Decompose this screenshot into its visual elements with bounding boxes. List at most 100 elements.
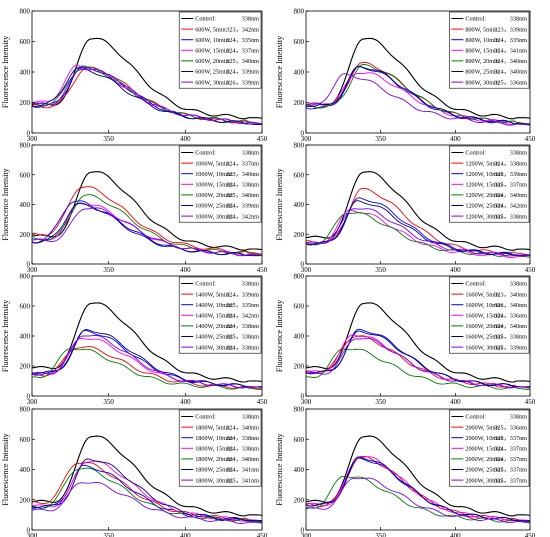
legend-entry-peaks: 324，336nm — [494, 313, 527, 320]
legend-entry-name: 2000W, 30min: — [465, 477, 504, 484]
legend-entry-peaks: 325，337nm — [494, 467, 527, 474]
x-tick-label: 400 — [450, 266, 461, 274]
legend-entry-name: 1400W, 20min: — [195, 323, 234, 330]
y-tick-label: 200 — [294, 99, 305, 107]
legend-entry-name: 1800W, 25min: — [195, 467, 234, 474]
legend-entry-peaks: 324，340nm — [226, 456, 259, 463]
legend-entry-name: Control: — [195, 414, 216, 421]
series-line-h-3 — [305, 456, 531, 522]
legend-entry-peaks: 324，337nm — [226, 160, 259, 167]
legend-entry-peaks: 324，340nm — [226, 424, 259, 431]
legend-entry-peaks: 325，337nm — [494, 435, 527, 442]
legend-entry-name: 1400W, 10min: — [195, 302, 234, 309]
legend-entry-name: Control: — [465, 16, 486, 23]
legend-entry-name: 600W, 30min: — [195, 79, 230, 86]
series-line-b-3 — [305, 72, 531, 125]
x-tick-label: 450 — [257, 398, 268, 406]
legend-entry-name: 600W, 5min: — [195, 26, 227, 33]
legend: Control: 338nm 1600W, 5min:323，340nm 1600W,… — [449, 276, 530, 354]
x-tick-label: 300 — [27, 398, 38, 406]
legend-entry-name: Control: — [465, 414, 486, 421]
legend-entry-peaks: 338nm — [510, 16, 527, 23]
y-tick-label: 0 — [27, 261, 31, 269]
legend-entry-peaks: 324，340nm — [494, 192, 527, 199]
legend-entry-peaks: 324，338nm — [226, 323, 259, 330]
y-axis-title: Fluorescence Intensity — [275, 168, 284, 240]
y-axis-title: Fluorescence Intensity — [1, 168, 10, 240]
legend-entry-name: 1200W, 15min: — [465, 182, 504, 189]
legend-entry-name: 1800W, 15min: — [195, 446, 234, 453]
panel-d: 300 350 400 450 0 200 400 600 800 Fluorescence In… — [275, 142, 536, 275]
x-tick-label: 350 — [103, 532, 114, 537]
legend-entry-name: 1800W, 10min: — [195, 435, 234, 442]
x-tick-label: 400 — [180, 532, 191, 537]
series-line-f-6 — [305, 337, 531, 389]
y-tick-label: 200 — [20, 99, 31, 107]
legend-entry-name: Control: — [195, 150, 216, 157]
legend: Control: 338nm 600W, 5min: 323，342nm 600W, 1… — [178, 11, 262, 89]
y-tick-label: 0 — [301, 130, 305, 138]
legend-entry-peaks: 326，340nm — [494, 302, 527, 309]
x-tick-label: 450 — [257, 266, 268, 274]
x-tick-label: 400 — [450, 135, 461, 143]
legend-entry-peaks: 325，338nm — [494, 213, 527, 220]
y-tick-label: 200 — [294, 496, 305, 504]
legend-entry-peaks: 324，339nm — [226, 203, 259, 210]
series-line-e-2 — [31, 329, 262, 388]
y-tick-label: 800 — [294, 406, 305, 414]
legend-entry-name: 800W, 5min: — [465, 26, 497, 33]
series-line-e-6 — [31, 335, 263, 389]
legend-entry-name: 1200W, 10min: — [465, 171, 504, 178]
series-line-f-5 — [305, 330, 530, 388]
legend-entry-name: 1200W, 20min: — [465, 192, 504, 199]
legend-entry-name: 600W, 10min: — [195, 37, 230, 44]
legend-entry-name: 1000W, 20min: — [195, 192, 234, 199]
legend-entry-peaks: 326，339nm — [226, 79, 259, 86]
x-tick-label: 400 — [450, 398, 461, 406]
y-tick-label: 400 — [294, 333, 305, 341]
series-line-g-3 — [31, 460, 263, 522]
x-tick-label: 300 — [27, 266, 38, 274]
legend-entry-peaks: 324，337nm — [494, 456, 527, 463]
x-tick-label: 350 — [375, 135, 386, 143]
x-tick-label: 450 — [525, 266, 536, 274]
x-tick-label: 350 — [375, 266, 386, 274]
y-axis-title: Fluorescence Intensity — [275, 36, 284, 108]
series-line-d-6 — [305, 208, 531, 257]
legend-entry-peaks: 325，335nm — [226, 302, 259, 309]
series-line-c-5 — [31, 202, 262, 257]
x-tick-label: 350 — [103, 398, 114, 406]
legend-entry-name: 1000W, 25min: — [195, 203, 234, 210]
x-tick-label: 450 — [525, 398, 536, 406]
y-tick-label: 600 — [20, 303, 31, 311]
panel-f: 300 350 400 450 0 200 400 600 800 Fluorescence In… — [275, 273, 536, 407]
legend-entry-name: 600W, 25min: — [195, 69, 230, 76]
y-tick-label: 400 — [294, 466, 305, 474]
y-tick-label: 600 — [20, 436, 31, 444]
legend-entry-name: 600W, 20min: — [195, 58, 230, 65]
y-tick-label: 400 — [20, 201, 31, 209]
y-tick-label: 200 — [20, 496, 31, 504]
x-tick-label: 350 — [375, 532, 386, 537]
x-tick-label: 300 — [27, 135, 38, 143]
legend-entry-name: 2000W, 5min: — [465, 424, 500, 431]
legend-entry-peaks: 338nm — [242, 150, 259, 157]
series-line-c-6 — [31, 207, 263, 257]
y-tick-label: 0 — [301, 393, 305, 401]
legend-entry-peaks: 324，340nm — [494, 58, 527, 65]
series-line-h-6 — [305, 477, 531, 524]
legend-entry-peaks: 324，342nm — [494, 203, 527, 210]
series-line-e-0 — [32, 302, 263, 383]
legend-entry-name: 1600W, 5min: — [465, 291, 500, 298]
legend-entry-peaks: 338nm — [510, 150, 527, 157]
series-line-c-1 — [31, 186, 263, 255]
legend-entry-name: 600W, 15min: — [195, 48, 230, 55]
series-line-b-5 — [305, 65, 530, 125]
y-axis-title: Fluorescence Intensity — [275, 433, 284, 505]
legend-entry-name: 2000W, 20min: — [465, 456, 504, 463]
legend-entry-peaks: 325，336nm — [494, 424, 527, 431]
legend-entry-peaks: 325，339nm — [494, 344, 527, 351]
legend-entry-name: 1200W, 5min: — [465, 160, 500, 167]
legend-entry-name: 1200W, 25min: — [465, 203, 504, 210]
series-line-f-4 — [305, 348, 531, 391]
